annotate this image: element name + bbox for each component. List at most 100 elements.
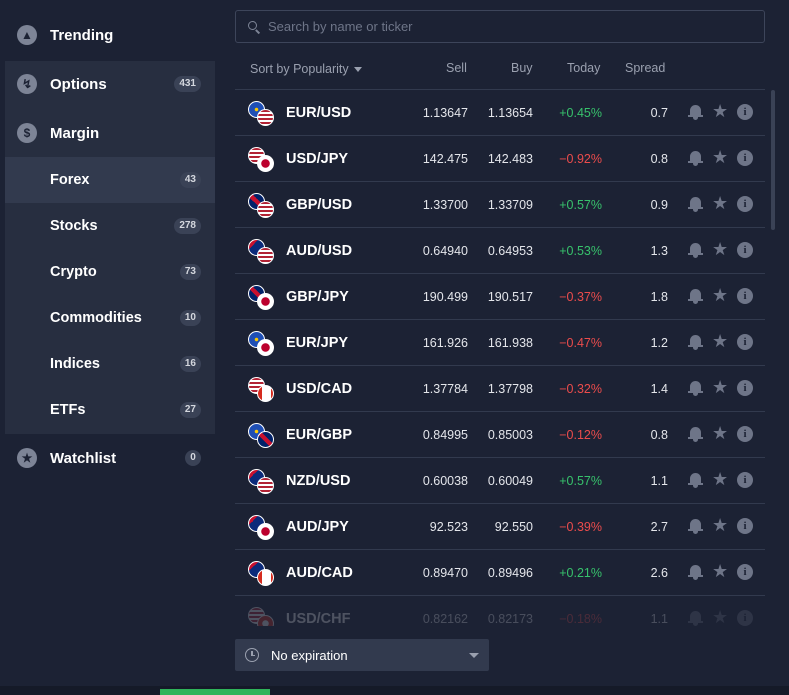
star-icon[interactable]: ★ [712,147,729,167]
count-badge: 278 [174,218,201,234]
sidebar-item-indices[interactable]: Indices 16 [5,341,215,387]
star-icon[interactable]: ★ [712,193,729,213]
sidebar-item-crypto[interactable]: Crypto 73 [5,249,215,295]
expiration-dropdown[interactable]: No expiration [235,639,489,671]
table-row[interactable]: EUR/GBP 0.84995 0.85003 −0.12% 0.8 ★ i [235,412,765,458]
flag-icon [257,339,274,356]
star-icon[interactable]: ★ [712,331,729,351]
bell-icon[interactable] [687,518,703,534]
table-row[interactable]: GBP/USD 1.33700 1.33709 +0.57% 0.9 ★ i [235,182,765,228]
currency-flags-icon [248,377,276,403]
table-row[interactable]: GBP/JPY 190.499 190.517 −0.37% 1.8 ★ i [235,274,765,320]
info-icon[interactable]: i [737,196,753,212]
sidebar-item-commodities[interactable]: Commodities 10 [5,295,215,341]
column-header-buy[interactable]: Buy [511,61,533,75]
bell-icon[interactable] [687,334,703,350]
bell-icon[interactable] [687,380,703,396]
table-row[interactable]: NZD/USD 0.60038 0.60049 +0.57% 1.1 ★ i [235,458,765,504]
info-icon[interactable]: i [737,564,753,580]
sidebar-item-margin[interactable]: $ Margin [5,110,215,156]
sidebar-item-forex[interactable]: Forex 43 [5,157,215,203]
flag-icon [257,431,274,448]
star-icon[interactable]: ★ [712,101,729,121]
bell-icon[interactable] [687,104,703,120]
info-icon[interactable]: i [737,104,753,120]
instrument-name: AUD/CAD [286,565,353,581]
divider [235,89,765,90]
sidebar-item-options[interactable]: ↯ Options 431 [5,61,215,107]
scrollbar[interactable] [771,90,775,230]
bell-icon[interactable] [687,426,703,442]
table-row[interactable]: EUR/JPY 161.926 161.938 −0.47% 1.2 ★ i [235,320,765,366]
star-icon[interactable]: ★ [712,469,729,489]
spread-value: 0.9 [650,198,668,212]
sell-price: 190.499 [422,290,468,304]
sidebar-item-label: Options [50,75,107,93]
sidebar-item-etfs[interactable]: ETFs 27 [5,387,215,433]
today-change: +0.57% [559,198,602,212]
bell-icon[interactable] [687,242,703,258]
table-row[interactable]: AUD/USD 0.64940 0.64953 +0.53% 1.3 ★ i [235,228,765,274]
info-icon[interactable]: i [737,288,753,304]
sidebar-item-label: Indices [50,356,100,372]
info-icon[interactable]: i [737,518,753,534]
flag-icon [257,155,274,172]
bottom-strip [0,686,789,695]
column-header-sell[interactable]: Sell [446,61,467,75]
search-box[interactable] [235,10,765,43]
currency-flags-icon [248,423,276,449]
info-icon[interactable]: i [737,472,753,488]
star-icon[interactable]: ★ [712,607,729,626]
star-icon[interactable]: ★ [712,561,729,581]
star-icon[interactable]: ★ [712,515,729,535]
count-badge: 16 [179,356,201,372]
bell-icon[interactable] [687,610,703,626]
column-header-today[interactable]: Today [567,61,601,75]
star-icon[interactable]: ★ [712,239,729,259]
info-icon[interactable]: i [737,610,753,626]
sidebar-item-stocks[interactable]: Stocks 278 [5,203,215,249]
sidebar: ▲ Trending ↯ Options 431 $ Margin Forex … [0,0,222,695]
bell-icon[interactable] [687,564,703,580]
table-row[interactable]: EUR/USD 1.13647 1.13654 +0.45% 0.7 ★ i [235,90,765,136]
flag-icon [257,385,274,402]
info-icon[interactable]: i [737,334,753,350]
sidebar-item-watchlist[interactable]: ★ Watchlist 0 [5,435,215,481]
flag-icon [257,247,274,264]
bell-icon[interactable] [687,150,703,166]
column-header-spread[interactable]: Spread [625,61,666,75]
today-change: +0.21% [559,566,602,580]
sidebar-item-label: Watchlist [50,449,117,467]
green-bar [160,689,270,695]
buy-price: 1.37798 [487,382,533,396]
star-icon[interactable]: ★ [712,285,729,305]
table-row[interactable]: AUD/CAD 0.89470 0.89496 +0.21% 2.6 ★ i [235,550,765,596]
buy-price: 92.550 [494,520,533,534]
info-icon[interactable]: i [737,380,753,396]
table-row[interactable]: USD/JPY 142.475 142.483 −0.92% 0.8 ★ i [235,136,765,182]
chevron-down-icon [469,653,479,658]
table-row[interactable]: USD/CAD 1.37784 1.37798 −0.32% 1.4 ★ i [235,366,765,412]
buy-price: 161.938 [487,336,533,350]
instrument-name: NZD/USD [286,473,351,489]
bell-icon[interactable] [687,196,703,212]
instrument-name: USD/JPY [286,151,349,167]
star-icon[interactable]: ★ [712,377,729,397]
star-icon[interactable]: ★ [712,423,729,443]
bell-icon[interactable] [687,472,703,488]
info-icon[interactable]: i [737,150,753,166]
sell-price: 1.13647 [422,106,468,120]
bell-icon[interactable] [687,288,703,304]
table-row[interactable]: AUD/JPY 92.523 92.550 −0.39% 2.7 ★ i [235,504,765,550]
sort-dropdown[interactable]: Sort by Popularity [250,61,362,77]
sell-price: 92.523 [429,520,468,534]
info-icon[interactable]: i [737,426,753,442]
buy-price: 190.517 [487,290,533,304]
today-change: −0.37% [559,290,602,304]
table-row[interactable]: USD/CHF 0.82162 0.82173 −0.18% 1.1 ★ i [235,596,765,626]
search-input[interactable] [268,19,764,34]
sidebar-item-trending[interactable]: ▲ Trending [5,12,215,58]
sidebar-item-label: Margin [50,124,100,142]
info-icon[interactable]: i [737,242,753,258]
spread-value: 2.6 [650,566,668,580]
